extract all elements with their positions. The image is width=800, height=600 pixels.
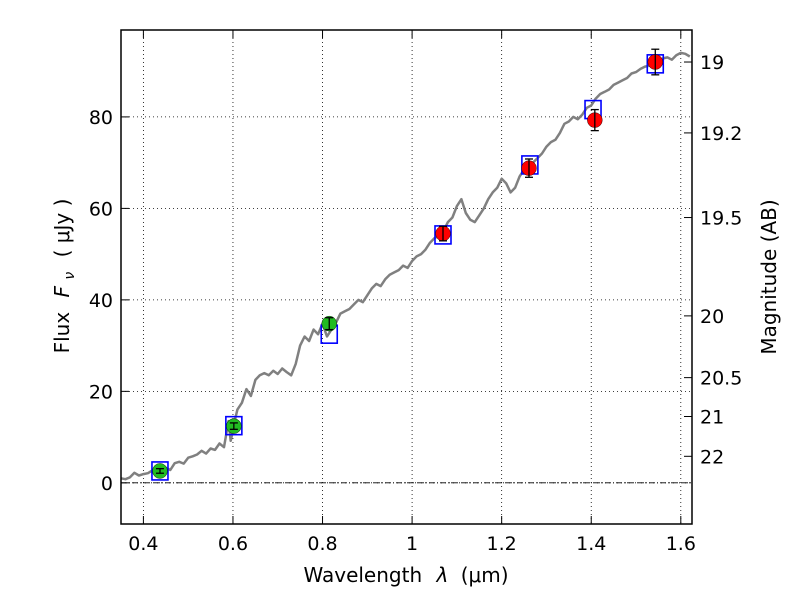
y2-tick-label: 21 bbox=[700, 407, 724, 429]
x-tick-label: 1 bbox=[406, 533, 418, 555]
y2-tick-label: 19 bbox=[700, 52, 724, 74]
y2-tick-label: 20.5 bbox=[700, 368, 742, 390]
spectrum-line bbox=[120, 51, 691, 481]
y2-axis-title: Magnitude (AB) bbox=[757, 199, 781, 354]
x-axis-title: Wavelength λ (μm) bbox=[303, 563, 508, 587]
y-axis-title-text: Flux bbox=[50, 312, 74, 354]
y2-tick-label: 19.5 bbox=[700, 208, 742, 230]
y-tick-label: 40 bbox=[89, 290, 113, 312]
y-axis-title-symbol: F bbox=[50, 285, 74, 297]
grid-lines bbox=[121, 30, 692, 524]
y-tick-label: 60 bbox=[89, 198, 113, 220]
x-tick-label: 1.6 bbox=[666, 533, 696, 555]
data-markers bbox=[151, 48, 665, 481]
x-tick-label: 0.6 bbox=[218, 533, 248, 555]
x-axis-title-unit: (μm) bbox=[461, 563, 509, 587]
y-axis-title-subscript: ν bbox=[62, 272, 78, 280]
x-tick-label: 0.4 bbox=[128, 533, 158, 555]
y-axis-title-unit: ( μJy ) bbox=[50, 199, 74, 258]
x-axis-title-text: Wavelength bbox=[303, 563, 422, 587]
y-tick-label: 0 bbox=[101, 473, 113, 495]
y-tick-label: 20 bbox=[89, 381, 113, 403]
plot-frame bbox=[120, 29, 693, 525]
x-tick-label: 0.8 bbox=[307, 533, 337, 555]
x-axis-title-symbol: λ bbox=[436, 563, 449, 587]
model-square-marker bbox=[151, 461, 169, 481]
y-axis-title: Flux F ν ( μJy ) bbox=[50, 199, 79, 354]
model-square-marker bbox=[225, 415, 243, 436]
y2-tick-label: 20 bbox=[700, 306, 724, 328]
x-tick-label: 1.2 bbox=[487, 533, 517, 555]
y2-tick-label: 22 bbox=[700, 446, 724, 468]
x-tick-label: 1.4 bbox=[576, 533, 606, 555]
y2-tick-label: 19.2 bbox=[700, 123, 742, 145]
axis-ticks: 0.4 0.6 0.8 1 1.2 1.4 1.6 0 20 40 60 80 19 19.2 19.5 20… bbox=[89, 30, 742, 555]
y-tick-label: 80 bbox=[89, 107, 113, 129]
